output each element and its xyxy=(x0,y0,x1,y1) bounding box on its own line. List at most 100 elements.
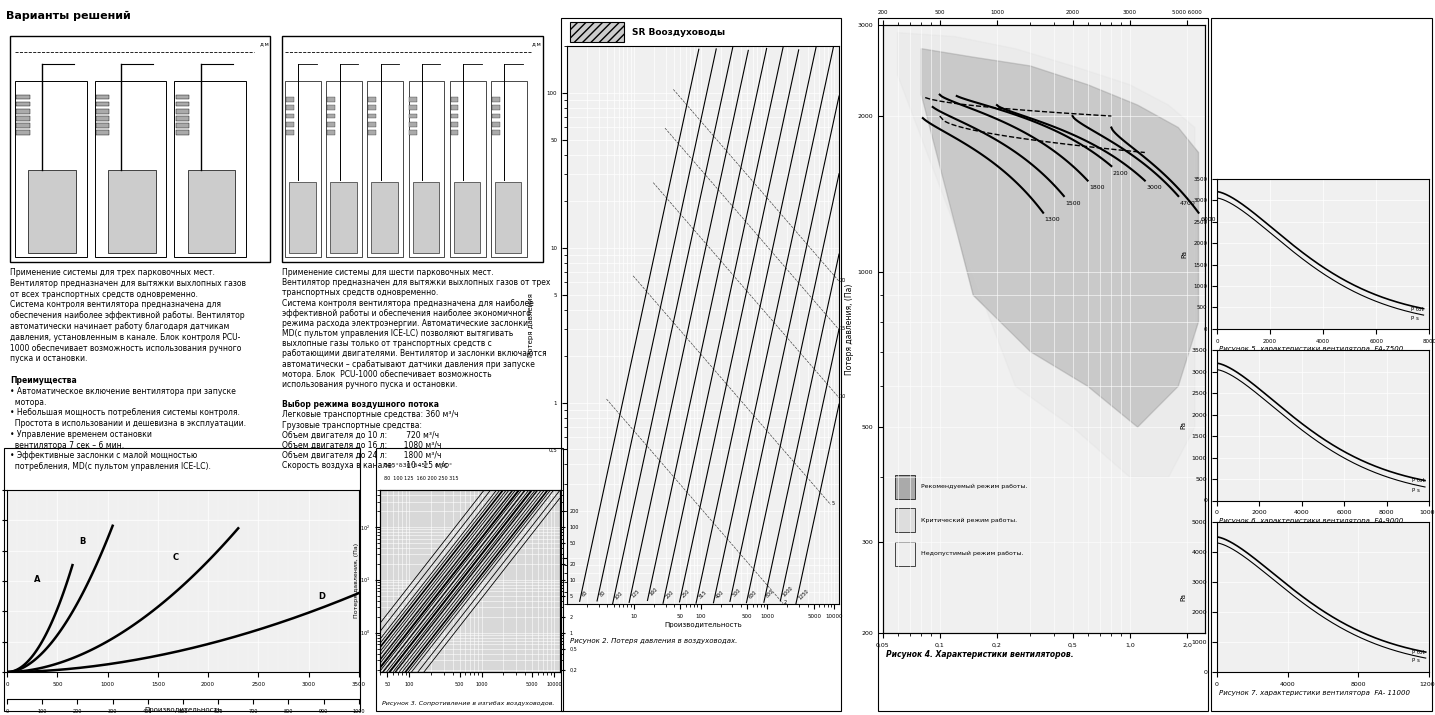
Text: P s: P s xyxy=(1412,488,1421,493)
Bar xyxy=(369,114,376,118)
Bar xyxy=(327,114,334,118)
Bar xyxy=(96,130,109,134)
Text: 125: 125 xyxy=(630,589,641,599)
Text: 10: 10 xyxy=(839,393,845,398)
Text: использования ручного пуска и остановки.: использования ручного пуска и остановки. xyxy=(283,380,458,389)
Bar xyxy=(327,130,334,134)
Text: Объем двигателя до 16 л:       1080 м³/ч: Объем двигателя до 16 л: 1080 м³/ч xyxy=(283,441,442,450)
Y-axis label: Потеря давления, (Па): Потеря давления, (Па) xyxy=(354,543,359,618)
Bar xyxy=(492,97,499,102)
Text: C: C xyxy=(174,553,179,562)
Text: транспортных средств одновременно.: транспортных средств одновременно. xyxy=(283,288,439,297)
Bar xyxy=(175,109,189,114)
Bar xyxy=(327,105,334,110)
Text: Простота в использовании и дешевизна в эксплуатации.: Простота в использовании и дешевизна в э… xyxy=(10,419,245,428)
Text: 5: 5 xyxy=(831,500,834,506)
Bar xyxy=(96,123,109,128)
Bar xyxy=(16,130,30,134)
Bar xyxy=(175,81,247,257)
Bar xyxy=(369,105,376,110)
Text: автоматически начинает работу благодаря датчикам: автоматически начинает работу благодаря … xyxy=(10,322,230,331)
Text: 1300: 1300 xyxy=(1045,217,1060,222)
Text: 2100: 2100 xyxy=(1114,171,1128,176)
Text: D: D xyxy=(319,592,326,601)
Text: потребления, MD(с пультом управления ICE-LC).: потребления, MD(с пультом управления ICE… xyxy=(10,462,211,471)
Text: Рисунок 6. характеристики вентилятора  FA-9000: Рисунок 6. характеристики вентилятора FA… xyxy=(1218,518,1403,524)
Bar xyxy=(175,130,189,134)
Text: автоматически – срабатывают датчики давления при запуске: автоматически – срабатывают датчики давл… xyxy=(283,360,535,368)
Text: A: A xyxy=(34,575,40,584)
Text: SR Вооздуховоды: SR Вооздуховоды xyxy=(633,28,725,36)
Bar xyxy=(96,102,109,107)
Bar xyxy=(288,182,316,253)
Text: Па/m: Па/m xyxy=(573,30,590,35)
Bar xyxy=(188,170,235,253)
Bar xyxy=(286,130,294,134)
Bar xyxy=(175,123,189,128)
Text: Рисунок 5. характеристики вентилятора  FA-7500: Рисунок 5. характеристики вентилятора FA… xyxy=(1218,347,1403,352)
Bar xyxy=(286,122,294,127)
Bar xyxy=(16,116,30,121)
Text: • Небольшая мощность потребления системы контроля.: • Небольшая мощность потребления системы… xyxy=(10,408,240,418)
Text: работающими двигателями. Вентилятор и заслонки включаются: работающими двигателями. Вентилятор и за… xyxy=(283,350,547,358)
Text: • Эффективные заслонки с малой мощностью: • Эффективные заслонки с малой мощностью xyxy=(10,451,197,460)
Bar xyxy=(175,116,189,121)
Bar xyxy=(95,81,166,257)
Text: выхлопные газы только от транспортных средств с: выхлопные газы только от транспортных ср… xyxy=(283,339,492,348)
Text: 2: 2 xyxy=(784,600,786,605)
Text: 1000 обеспечивает возможность использования ручного: 1000 обеспечивает возможность использова… xyxy=(10,344,241,352)
Text: Рекомендуемый режим работы.: Рекомендуемый режим работы. xyxy=(921,484,1027,490)
Bar xyxy=(369,130,376,134)
Text: B: B xyxy=(79,538,86,546)
Text: Рисунок 2. Потеря давления в воздуховодах.: Рисунок 2. Потеря давления в воздуховода… xyxy=(570,638,738,644)
Bar xyxy=(286,97,294,102)
Text: 80  100 125  160 200 250 315: 80 100 125 160 200 250 315 xyxy=(385,475,458,480)
Bar xyxy=(327,97,334,102)
Text: 4700: 4700 xyxy=(1180,201,1195,206)
Text: 15: 15 xyxy=(839,325,845,330)
Bar xyxy=(16,102,30,107)
Text: 1500: 1500 xyxy=(1066,201,1081,206)
Text: Варианты решений: Варианты решений xyxy=(6,11,131,21)
Text: Вентилятор предназначен для вытяжки выхлопных газов: Вентилятор предназначен для вытяжки выхл… xyxy=(10,279,245,288)
Text: • Автоматическое включение вентилятора при запуске: • Автоматическое включение вентилятора п… xyxy=(10,387,235,395)
Polygon shape xyxy=(897,33,1195,477)
Bar xyxy=(409,130,418,134)
Text: Грузовые транспортные средства:: Грузовые транспортные средства: xyxy=(283,420,422,430)
Bar xyxy=(451,130,459,134)
Text: вентилятора 7 сек – 6 мин.: вентилятора 7 сек – 6 мин. xyxy=(10,440,123,450)
Bar xyxy=(286,81,321,257)
X-axis label: Производительность: Производительность xyxy=(664,621,742,628)
Text: 1000: 1000 xyxy=(782,585,794,598)
Text: Рисунок 7. характеристики вентилятора  FA- 11000: Рисунок 7. характеристики вентилятора FA… xyxy=(1218,690,1411,696)
Text: Преимущества: Преимущества xyxy=(10,376,76,385)
Y-axis label: Потеря давления, (Па): Потеря давления, (Па) xyxy=(845,283,854,375)
Bar xyxy=(16,123,30,128)
Bar xyxy=(453,182,481,253)
Bar xyxy=(451,97,459,102)
Text: Объем двигателя до 10 л:        720 м³/ч: Объем двигателя до 10 л: 720 м³/ч xyxy=(283,430,439,440)
Bar xyxy=(16,109,30,114)
Bar xyxy=(451,122,459,127)
Bar xyxy=(492,130,499,134)
Bar xyxy=(409,97,418,102)
Text: 250: 250 xyxy=(682,588,692,598)
Bar xyxy=(175,102,189,107)
Bar xyxy=(326,81,362,257)
Bar xyxy=(409,122,418,127)
Bar xyxy=(96,116,109,121)
Text: MD(с пультом управления ICE-LC) позволяют вытягивать: MD(с пультом управления ICE-LC) позволяю… xyxy=(283,329,514,338)
Bar xyxy=(495,182,521,253)
Bar xyxy=(409,81,445,257)
Bar xyxy=(895,508,916,533)
Bar xyxy=(492,105,499,110)
Text: 200: 200 xyxy=(664,590,674,600)
Text: Рисунок 3. Сопротивление в изгибах воздуховодов.: Рисунок 3. Сопротивление в изгибах возду… xyxy=(382,701,554,706)
Text: Скорость воздуха в канале:     10 - 15 м/с: Скорость воздуха в канале: 10 - 15 м/с xyxy=(283,461,449,470)
Text: Система контроля вентилятора предназначена для наиболее: Система контроля вентилятора предназначе… xyxy=(283,299,534,307)
Bar xyxy=(330,182,357,253)
Bar xyxy=(96,94,109,99)
Text: Выбор режима воздушного потока: Выбор режима воздушного потока xyxy=(283,400,439,409)
Bar xyxy=(286,105,294,110)
Bar xyxy=(175,94,189,99)
